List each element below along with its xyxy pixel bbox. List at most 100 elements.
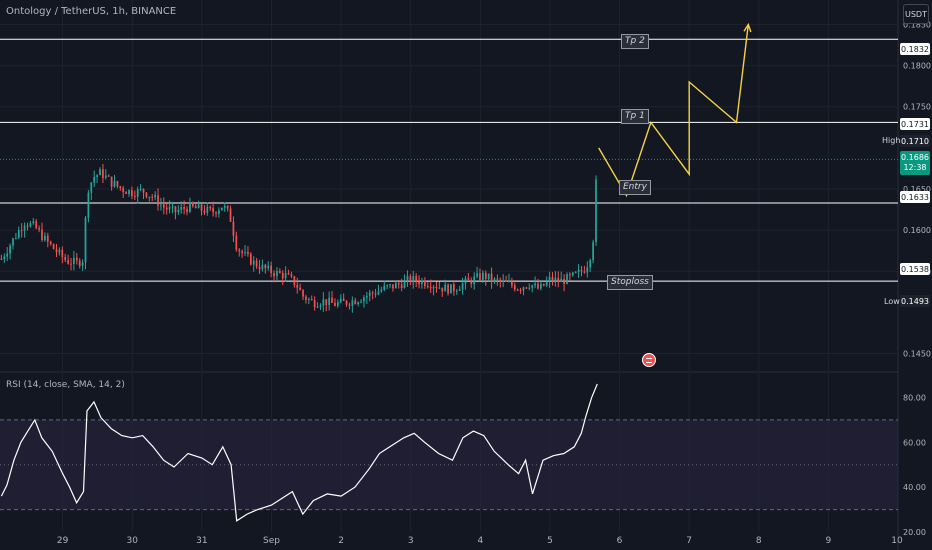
candle-body [49,241,52,245]
candle-body [423,280,426,287]
candle-body [351,300,354,306]
candle-body [32,221,35,224]
candle-body [545,281,548,286]
current-price: 0.1686 [901,153,929,162]
candle-body [493,278,496,282]
candle-body [360,301,362,303]
candle-body [160,204,162,206]
candle-body [35,221,38,229]
tp2-price-box: 0.1832 [900,43,930,55]
rsi-band [0,419,898,511]
candle-body [131,190,133,197]
current-price-box: 0.1686 12:38 [900,151,930,175]
candle-body [171,206,174,208]
candle-body [374,293,377,295]
candle-body [287,273,290,275]
candle-body [122,188,125,193]
candle-body [125,192,127,194]
rsi-line [0,383,598,522]
candle-body [522,287,525,291]
candle-body [238,249,241,252]
candle-body [394,283,397,289]
candle-body [421,280,423,285]
candle-body [392,284,394,289]
candle-body [525,287,528,289]
candle-body [145,192,148,198]
candle-body [55,249,58,253]
candle-body [38,228,40,230]
candle-body [226,205,229,209]
candle-body [310,299,313,301]
candle-body [17,230,20,238]
candle-body [319,305,322,307]
x-tick-label: 6 [617,536,623,546]
candle-body [557,277,560,282]
candle-body [20,230,23,232]
candle-body [479,273,481,281]
candle-body [139,188,142,190]
candle-body [73,257,75,264]
candle-body [325,299,328,305]
candle-body [580,269,583,272]
stoploss-price-box: 0.1538 [900,263,930,275]
candle-body [502,280,505,282]
candle-body [267,265,270,269]
candle-body [220,207,223,211]
currency-button[interactable]: USDT [903,4,929,24]
rsi-y-tick-label: 20.00 [903,528,926,537]
candle-body [412,275,415,283]
candle-body [484,272,487,279]
candle-body [453,284,455,292]
y-tick-label: 0.1450 [903,350,931,359]
candle-body [113,181,116,187]
candle-body [516,289,519,291]
x-tick-label: 8 [756,536,762,546]
candle-body [247,252,249,254]
candle-body [563,278,565,284]
tp1-price-box: 0.1731 [900,118,930,130]
candle-body [299,287,302,291]
candle-body [142,188,145,193]
y-tick-label: 0.1750 [903,103,931,112]
entry-label: Entry [619,180,651,195]
candle-body [241,251,244,254]
candle-body [249,253,252,265]
x-tick-label: 2 [338,536,344,546]
candle-body [455,290,458,292]
y-tick-label: 0.1850 [903,20,931,29]
x-tick-label: 9 [826,536,832,546]
candle-body [215,212,217,214]
candle-body [180,207,183,210]
candle-body [296,284,299,288]
candle-body [58,249,61,253]
candle-body [70,263,72,265]
candle-body [537,283,539,289]
candle-body [345,300,348,305]
candle-body [305,296,307,300]
candle-body [90,182,93,193]
candle-body [589,260,592,268]
candle-body [258,266,261,270]
time-axis: 29 30 31 Sep 2 3 4 5 6 7 8 9 10 [57,536,903,546]
candle-body [52,244,55,250]
x-tick-label: 10 [891,536,903,546]
candle-body [574,272,577,274]
candle-body [302,290,304,297]
candle-body [0,258,3,260]
entry-price-box: 0.1633 [900,191,930,203]
candle-body [397,283,400,285]
calendar-icon[interactable] [642,353,656,367]
candle-body [107,175,110,177]
high-label: High [882,136,901,145]
candle-body [223,205,226,208]
candle-body [307,299,310,301]
candle-body [467,278,470,280]
countdown: 12:38 [903,163,927,172]
candle-body [595,179,597,243]
candle-body [435,286,438,289]
candle-body [9,245,11,254]
candle-body [229,208,232,222]
x-tick-label: 5 [547,536,553,546]
candle-body [203,210,206,213]
y-tick-label: 0.1600 [903,226,931,235]
